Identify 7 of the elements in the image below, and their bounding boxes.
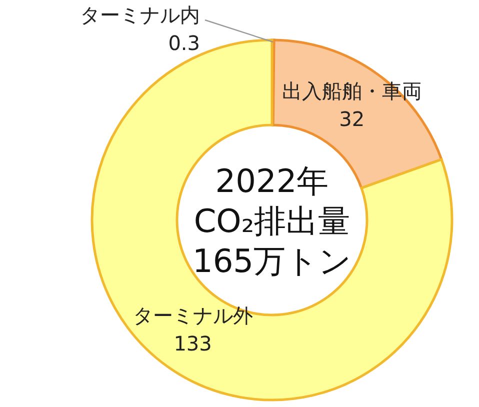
data-label: 133: [174, 331, 212, 356]
data-label: 0.3: [168, 31, 200, 55]
data-label: 32: [339, 107, 365, 132]
slice-label: ターミナル内: [80, 3, 200, 27]
slice-label: ターミナル外: [132, 303, 253, 328]
slice-label: 出入船舶・車両: [282, 79, 422, 104]
text: 2022年 CO₂排出量 165万トン: [192, 162, 352, 280]
